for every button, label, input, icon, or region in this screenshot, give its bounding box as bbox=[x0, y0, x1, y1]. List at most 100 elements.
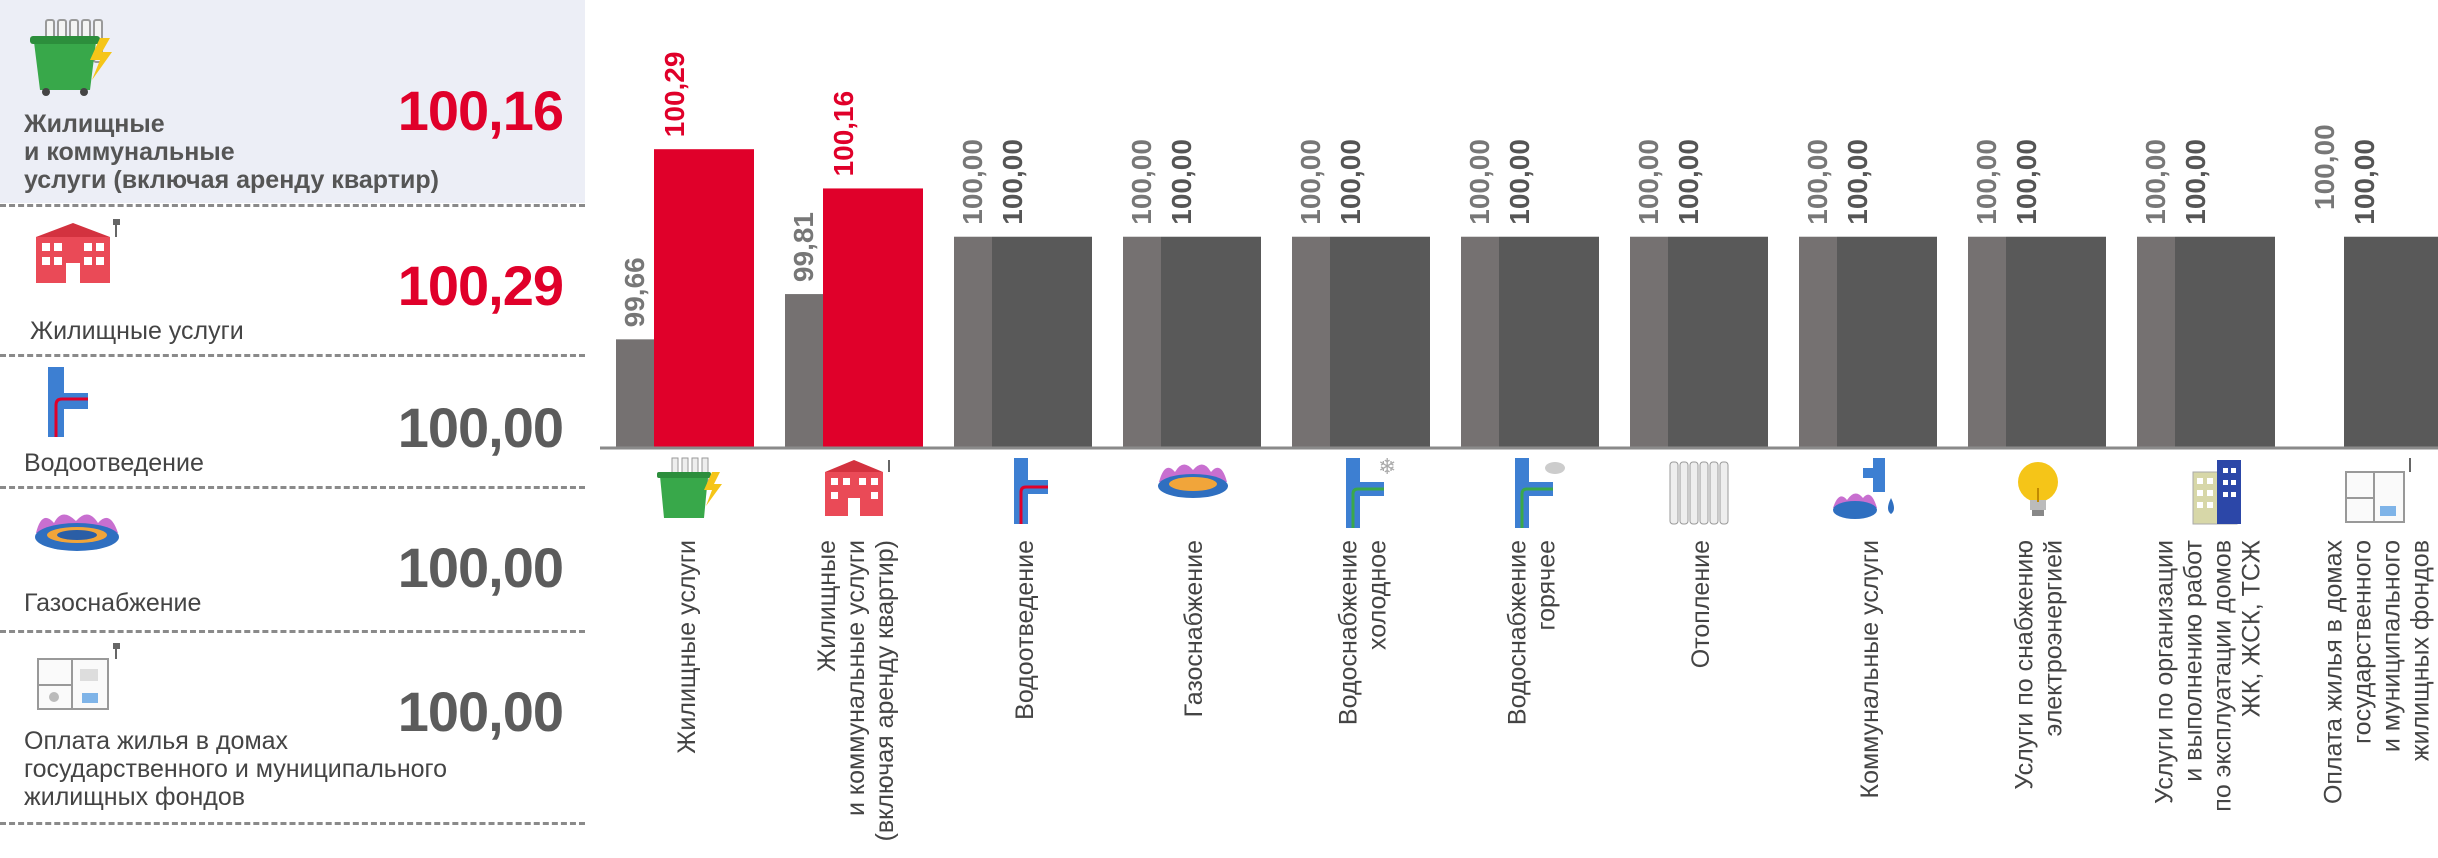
category-label: Отопление bbox=[1687, 540, 1715, 668]
bar-chart: 99,66 100,29 99,81 100,16 100,00 100,00 100,00… bbox=[600, 52, 2438, 841]
sidebar-label: Оплата жилья в домах государственного и … bbox=[24, 727, 447, 811]
bar-current bbox=[1668, 236, 1768, 448]
bar-current bbox=[1837, 236, 1937, 448]
bar-current bbox=[1161, 236, 1261, 448]
value-label-prev: 100,00 bbox=[1971, 139, 2002, 225]
category-label: государственного bbox=[2349, 540, 2377, 744]
category-label: (включая аренду квартир) bbox=[871, 540, 899, 841]
sidebar-item-drainage: Водоотведение 100,00 bbox=[0, 357, 585, 485]
category-label: Жилищные услуги bbox=[673, 540, 701, 754]
value-label-prev: 99,81 bbox=[788, 212, 819, 282]
sidebar-label: Водоотведение bbox=[24, 449, 204, 477]
hot-water-icon bbox=[1515, 458, 1565, 528]
bar-current bbox=[654, 149, 754, 448]
utilities-icon bbox=[1833, 458, 1894, 519]
bar-prev bbox=[2137, 236, 2175, 448]
value-label-current: 100,00 bbox=[2180, 139, 2211, 225]
divider bbox=[0, 486, 585, 489]
category-label: горячее bbox=[1533, 540, 1561, 630]
category-label: Коммунальные услуги bbox=[1856, 540, 1884, 798]
svg-text:❄: ❄ bbox=[1378, 455, 1396, 480]
sidebar-item-state-housing: Оплата жилья в домах государственного и … bbox=[0, 633, 585, 821]
bar-prev bbox=[954, 236, 992, 448]
sidebar-value: 100,16 bbox=[397, 79, 564, 142]
sidebar-value: 100,00 bbox=[397, 396, 564, 459]
category-label: ЖК, ЖСК, ТСЖ bbox=[2238, 540, 2266, 717]
cold-water-icon: ❄ bbox=[1346, 455, 1396, 528]
category-label: Водоснабжение bbox=[1335, 540, 1363, 725]
bar-prev bbox=[1630, 236, 1668, 448]
drain-pipe-icon bbox=[1014, 458, 1048, 524]
value-label-current: 100,00 bbox=[1166, 139, 1197, 225]
bar-prev bbox=[1461, 236, 1499, 448]
category-labels: Жилищные услуги Жилищные и коммунальные ус… bbox=[673, 539, 2435, 841]
value-label-prev: 100,00 bbox=[1295, 139, 1326, 225]
sidebar-item-housing: Жилищные услуги 100,29 bbox=[0, 207, 585, 353]
category-label: и выполнению работ bbox=[2180, 539, 2208, 781]
value-label-current: 100,00 bbox=[1504, 139, 1535, 225]
divider bbox=[0, 630, 585, 633]
bar-prev bbox=[785, 294, 823, 448]
floor-plan-icon bbox=[34, 643, 124, 718]
bar-prev bbox=[616, 339, 654, 448]
apartment-block-icon bbox=[2192, 460, 2241, 525]
category-label: холодное bbox=[1364, 540, 1392, 650]
value-label-prev: 100,00 bbox=[1802, 139, 1833, 225]
value-label-current: 100,29 bbox=[659, 52, 690, 138]
trash-container-icon bbox=[657, 457, 722, 518]
category-label: по эксплуатации домов bbox=[2209, 540, 2237, 812]
category-label: электроэнергией bbox=[2040, 540, 2068, 737]
value-label-current: 100,00 bbox=[1673, 139, 1704, 225]
value-label-current: 100,16 bbox=[828, 91, 859, 177]
bar-prev bbox=[1292, 236, 1330, 448]
category-label: Оплата жилья в домах bbox=[2320, 540, 2348, 805]
category-label: Газоснабжение bbox=[1180, 540, 1208, 717]
sidebar-value: 100,29 bbox=[397, 254, 564, 317]
category-label: и муниципального bbox=[2378, 540, 2406, 752]
floor-plan-icon bbox=[2345, 458, 2411, 523]
gas-burner-icon bbox=[1158, 464, 1228, 498]
value-label-prev: 100,00 bbox=[2309, 124, 2340, 210]
value-label-prev: 100,00 bbox=[1464, 139, 1495, 225]
value-label-prev: 100,00 bbox=[1126, 139, 1157, 225]
category-label: Услуги по организации bbox=[2151, 540, 2179, 804]
category-label: жилищных фондов bbox=[2407, 540, 2435, 761]
divider bbox=[0, 822, 585, 825]
building-icon bbox=[825, 460, 890, 516]
bar-prev bbox=[1123, 236, 1161, 448]
value-label-current: 100,00 bbox=[1335, 139, 1366, 225]
bar-prev bbox=[1799, 236, 1837, 448]
category-label: и коммунальные услуги bbox=[842, 540, 870, 816]
bar-prev bbox=[1968, 236, 2006, 448]
divider bbox=[0, 204, 585, 207]
radiator-icon bbox=[1669, 461, 1729, 525]
sidebar: Жилищные и коммунальные услуги (включая … bbox=[0, 0, 585, 858]
value-label-prev: 99,66 bbox=[619, 257, 650, 327]
gas-burner-icon bbox=[32, 507, 122, 560]
sidebar-value: 100,00 bbox=[397, 536, 564, 599]
divider bbox=[0, 354, 585, 357]
drain-pipe-icon bbox=[42, 367, 92, 442]
category-label: Услуги по снабжению bbox=[2011, 540, 2039, 790]
lightbulb-icon bbox=[2018, 462, 2058, 516]
bar-current bbox=[2344, 236, 2438, 448]
bar-current bbox=[992, 236, 1092, 448]
value-labels: 99,66 100,29 99,81 100,16 100,00 100,00 100,00… bbox=[619, 52, 2380, 328]
value-label-current: 100,00 bbox=[1842, 139, 1873, 225]
value-label-prev: 100,00 bbox=[1633, 139, 1664, 225]
category-label: Водоотведение bbox=[1011, 540, 1039, 720]
value-label-current: 100,00 bbox=[2349, 139, 2380, 225]
bar-current bbox=[1330, 236, 1430, 448]
category-icons: ❄ bbox=[657, 455, 2411, 528]
sidebar-value: 100,00 bbox=[397, 680, 564, 743]
bar-current bbox=[2006, 236, 2106, 448]
sidebar-item-housing-communal: Жилищные и коммунальные услуги (включая … bbox=[0, 0, 585, 203]
category-label: Водоснабжение bbox=[1504, 540, 1532, 725]
sidebar-label: Жилищные и коммунальные услуги (включая … bbox=[24, 110, 439, 194]
bars bbox=[616, 149, 2438, 448]
value-label-current: 100,00 bbox=[997, 139, 1028, 225]
sidebar-label: Газоснабжение bbox=[24, 589, 202, 617]
bar-current bbox=[823, 188, 923, 448]
value-label-current: 100,00 bbox=[2011, 139, 2042, 225]
bar-current bbox=[2175, 236, 2275, 448]
